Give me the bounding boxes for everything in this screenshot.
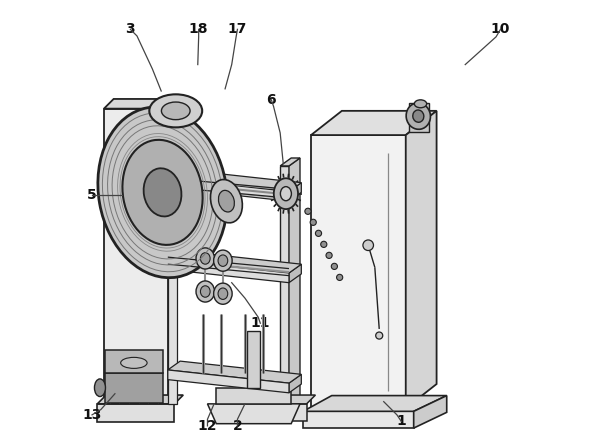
Ellipse shape <box>149 94 202 127</box>
Ellipse shape <box>218 191 235 212</box>
Text: 6: 6 <box>266 93 276 107</box>
Polygon shape <box>263 404 307 422</box>
Circle shape <box>310 219 316 225</box>
Polygon shape <box>168 178 289 201</box>
Circle shape <box>376 332 383 339</box>
Polygon shape <box>168 260 289 283</box>
Text: 3: 3 <box>125 23 135 36</box>
Polygon shape <box>311 135 406 408</box>
Polygon shape <box>413 396 447 428</box>
Polygon shape <box>168 251 301 273</box>
Polygon shape <box>104 109 168 404</box>
Ellipse shape <box>415 100 427 108</box>
Ellipse shape <box>143 168 181 217</box>
Circle shape <box>337 274 343 281</box>
Text: 17: 17 <box>228 23 247 36</box>
Circle shape <box>316 230 322 236</box>
Ellipse shape <box>161 102 190 120</box>
Polygon shape <box>208 404 300 424</box>
Polygon shape <box>105 373 163 403</box>
Text: 13: 13 <box>82 408 102 422</box>
Circle shape <box>305 208 311 214</box>
Ellipse shape <box>218 288 228 299</box>
Polygon shape <box>168 370 289 393</box>
Ellipse shape <box>98 107 227 278</box>
Polygon shape <box>97 395 183 404</box>
Text: 18: 18 <box>189 23 208 36</box>
Polygon shape <box>105 350 163 373</box>
Circle shape <box>321 241 327 248</box>
Polygon shape <box>247 331 260 389</box>
Polygon shape <box>289 374 301 393</box>
Ellipse shape <box>413 110 424 122</box>
Polygon shape <box>289 183 301 201</box>
Polygon shape <box>289 264 301 283</box>
Polygon shape <box>280 166 289 404</box>
Text: 11: 11 <box>251 316 270 330</box>
Polygon shape <box>97 404 175 423</box>
Ellipse shape <box>214 283 232 304</box>
Text: 1: 1 <box>397 415 406 428</box>
Text: 2: 2 <box>233 419 242 433</box>
Ellipse shape <box>211 179 242 223</box>
Polygon shape <box>168 169 301 191</box>
Polygon shape <box>216 389 291 404</box>
Polygon shape <box>289 158 300 404</box>
Polygon shape <box>280 158 300 166</box>
Polygon shape <box>303 396 447 412</box>
Ellipse shape <box>274 178 298 209</box>
Polygon shape <box>303 412 413 428</box>
Text: 10: 10 <box>491 23 510 36</box>
Ellipse shape <box>196 281 215 302</box>
Text: 12: 12 <box>198 419 217 433</box>
Ellipse shape <box>196 248 215 269</box>
Text: 5: 5 <box>87 187 97 202</box>
Ellipse shape <box>406 103 430 130</box>
Ellipse shape <box>200 286 210 297</box>
Ellipse shape <box>214 250 232 271</box>
Circle shape <box>131 242 147 258</box>
Circle shape <box>331 263 337 270</box>
Polygon shape <box>168 166 176 404</box>
Polygon shape <box>104 99 178 109</box>
Polygon shape <box>311 111 437 135</box>
Ellipse shape <box>94 379 106 396</box>
Ellipse shape <box>218 255 228 267</box>
Polygon shape <box>168 361 301 383</box>
Ellipse shape <box>200 253 210 264</box>
Circle shape <box>326 252 332 259</box>
Polygon shape <box>263 395 316 404</box>
Ellipse shape <box>121 358 147 368</box>
Ellipse shape <box>280 187 292 201</box>
Ellipse shape <box>122 140 203 245</box>
Circle shape <box>363 240 373 251</box>
Polygon shape <box>409 103 430 132</box>
Polygon shape <box>406 111 437 408</box>
